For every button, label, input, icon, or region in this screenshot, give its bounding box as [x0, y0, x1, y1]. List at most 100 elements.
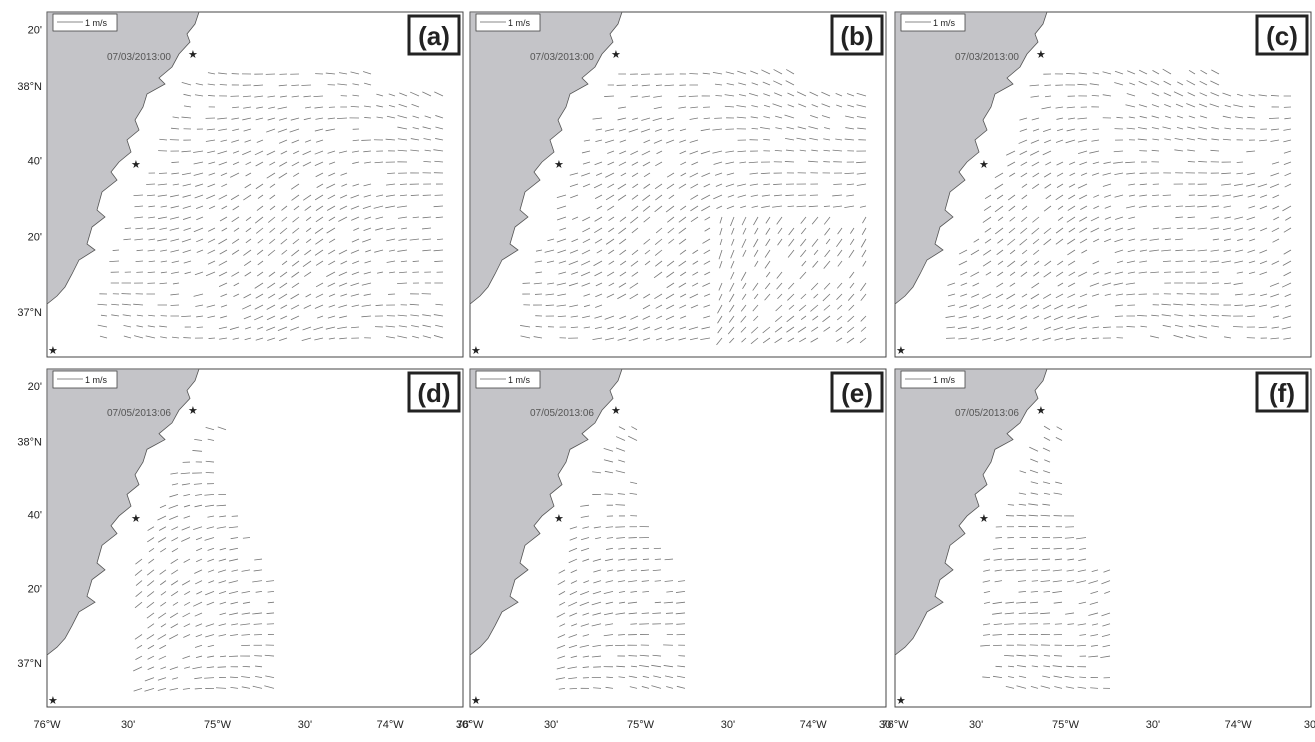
- scale-label: 1 m/s: [933, 375, 956, 385]
- lon-tick-label: 30': [121, 719, 135, 731]
- lon-tick-label: 74°W: [1225, 719, 1253, 731]
- station-star: ★: [979, 159, 989, 171]
- station-star: ★: [471, 695, 481, 707]
- current-vector: [1269, 118, 1279, 119]
- station-star: ★: [131, 159, 141, 171]
- current-vector: [1044, 656, 1050, 657]
- lat-tick-label: 20': [28, 584, 42, 596]
- current-vector: [824, 206, 830, 207]
- current-vector: [1019, 613, 1026, 614]
- lat-tick-label: 37°N: [17, 658, 42, 670]
- current-vector: [628, 656, 637, 657]
- current-vector: [1032, 570, 1038, 571]
- lat-tick-label: 38°N: [17, 437, 42, 449]
- current-vector: [171, 162, 179, 163]
- current-vector: [618, 635, 625, 636]
- timestamp: 07/05/2013:06: [107, 408, 171, 419]
- panel-label: (c): [1266, 21, 1298, 51]
- current-vector: [785, 161, 794, 162]
- current-vector: [642, 613, 649, 614]
- current-vector: [1201, 261, 1207, 262]
- current-vector: [146, 184, 155, 185]
- current-vector: [604, 96, 614, 97]
- current-vector: [996, 666, 1002, 667]
- current-vector: [606, 677, 613, 678]
- lon-tick-label: 75°W: [627, 719, 655, 731]
- map-panel: ★★★1 m/s07/05/2013:06(e): [470, 369, 886, 707]
- current-vector: [666, 613, 673, 614]
- timestamp: 07/03/2013:00: [955, 52, 1019, 63]
- current-vector: [376, 305, 383, 306]
- current-vector: [631, 548, 637, 549]
- lat-tick-label: 40': [28, 509, 42, 521]
- current-vector: [605, 494, 613, 495]
- current-vector: [773, 184, 782, 185]
- station-star: ★: [979, 513, 989, 525]
- current-vector: [1198, 161, 1207, 162]
- station-star: ★: [554, 159, 564, 171]
- current-vector: [1127, 326, 1135, 327]
- lon-tick-label: 30': [969, 719, 983, 731]
- map-panel: ★ ★ ★ 1 m/s 07/03/2013:00 (a): [47, 12, 463, 357]
- lat-tick-label: 20': [28, 24, 42, 36]
- lat-tick-label: 20': [28, 381, 42, 393]
- station-star: ★: [896, 345, 906, 357]
- station-star: ★: [1036, 49, 1046, 61]
- current-vector: [1237, 162, 1243, 163]
- panel-label: (b): [840, 21, 873, 51]
- timestamp: 07/05/2013:06: [955, 408, 1019, 419]
- current-vector: [1176, 206, 1183, 207]
- scale-label: 1 m/s: [85, 18, 108, 28]
- station-star: ★: [131, 513, 141, 525]
- current-vector: [400, 184, 407, 185]
- panel-label: (d): [417, 378, 450, 408]
- scale-label: 1 m/s: [85, 375, 108, 385]
- current-vector: [1188, 161, 1195, 162]
- lon-tick-label: 74°W: [800, 719, 828, 731]
- current-vector: [676, 624, 685, 625]
- current-vector: [208, 95, 215, 96]
- map-panel: ★★★1 m/s07/05/2013:06(f): [895, 369, 1311, 707]
- current-vector: [1066, 73, 1075, 74]
- scale-label: 1 m/s: [508, 18, 531, 28]
- lon-tick-label: 30': [1146, 719, 1160, 731]
- lat-tick-label: 20': [28, 231, 42, 243]
- current-vector: [1175, 261, 1183, 262]
- station-star: ★: [471, 345, 481, 357]
- station-star: ★: [188, 49, 198, 61]
- scale-label: 1 m/s: [933, 18, 956, 28]
- timestamp: 07/05/2013:06: [530, 408, 594, 419]
- lat-tick-label: 37°N: [17, 307, 42, 319]
- station-star: ★: [611, 49, 621, 61]
- lon-tick-label: 76°W: [881, 719, 909, 731]
- current-vector: [655, 602, 661, 603]
- panel-label: (a): [418, 21, 450, 51]
- lon-tick-label: 30': [721, 719, 735, 731]
- current-vector: [1115, 316, 1123, 317]
- lat-tick-label: 38°N: [17, 81, 42, 93]
- station-star: ★: [48, 345, 58, 357]
- current-vector: [833, 184, 842, 185]
- station-star: ★: [1036, 405, 1046, 417]
- timestamp: 07/03/2013:00: [107, 52, 171, 63]
- current-vector: [113, 250, 119, 251]
- lon-tick-label: 75°W: [204, 719, 232, 731]
- current-vector: [995, 538, 1002, 539]
- current-vector: [364, 117, 371, 118]
- map-panel: ★★★1 m/s07/03/2013:00(b): [470, 12, 886, 357]
- map-panel: ★ ★ ★ 1 m/s 07/03/2013:00 (c): [895, 12, 1311, 357]
- panel-label: (e): [841, 378, 873, 408]
- lon-tick-label: 75°W: [1052, 719, 1080, 731]
- station-star: ★: [611, 405, 621, 417]
- current-vector: [230, 677, 238, 678]
- lat-tick-label: 40': [28, 155, 42, 167]
- current-vector: [1092, 338, 1099, 339]
- station-star: ★: [48, 695, 58, 707]
- current-vector: [209, 338, 215, 339]
- current-vector: [615, 505, 625, 506]
- map-panel: ★ ★ ★ 1 m/s 07/05/2013:06 (d): [47, 369, 463, 707]
- station-star: ★: [188, 405, 198, 417]
- station-star: ★: [896, 695, 906, 707]
- current-vector: [546, 305, 554, 306]
